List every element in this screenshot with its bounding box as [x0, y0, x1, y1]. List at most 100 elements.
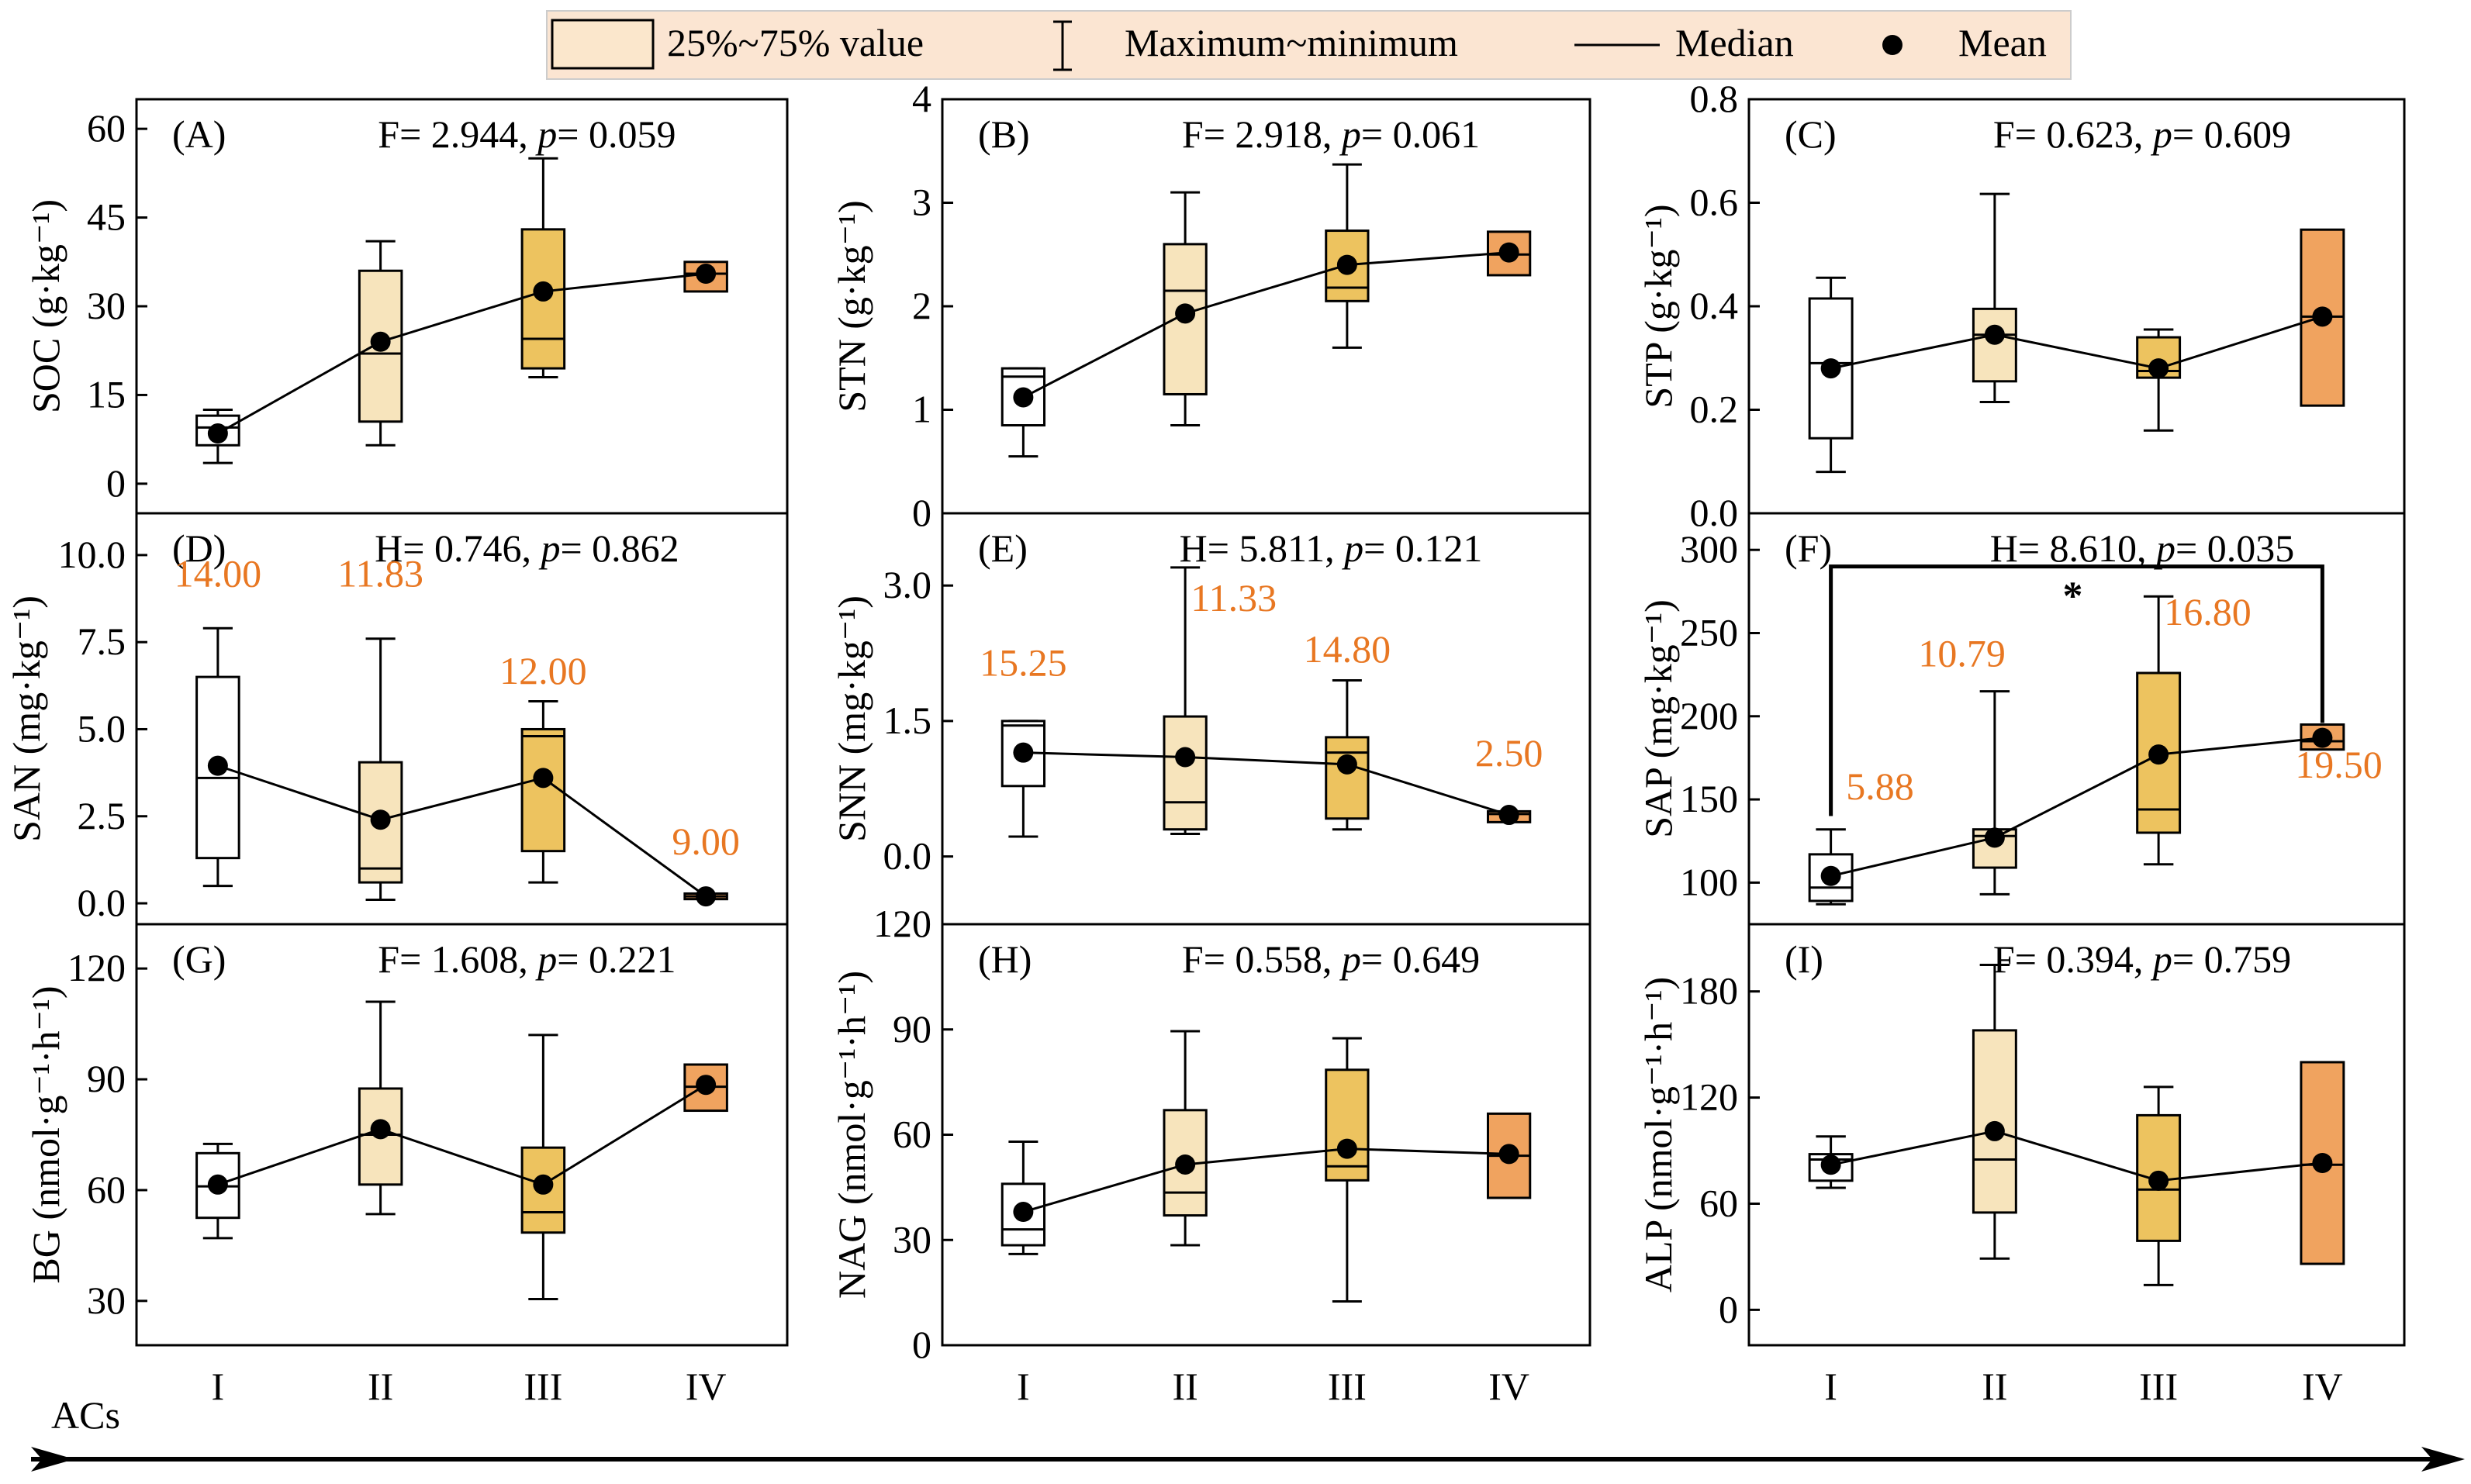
mean-point — [1820, 1154, 1841, 1175]
x-tick-label: I — [1017, 1365, 1030, 1408]
mean-point — [370, 809, 391, 830]
y-tick-label: 3 — [912, 181, 931, 224]
mean-point — [2148, 744, 2169, 765]
y-tick-label: 30 — [87, 1279, 126, 1322]
mean-point — [533, 1174, 554, 1195]
y-tick-label: 2 — [912, 284, 931, 327]
panel-label: (E) — [978, 526, 1028, 570]
panel-label: (H) — [978, 937, 1032, 981]
panel-C: 0.0 0.2 0.4 0.6 0.8 STP (g·kg⁻¹) (C) F= 0.623, … — [1636, 77, 2406, 534]
iqr-box — [1325, 1068, 1370, 1182]
y-tick-label: 1 — [912, 388, 931, 431]
stat-p: p — [535, 937, 557, 981]
box-I — [1000, 720, 1046, 838]
value-label: 16.80 — [2164, 590, 2252, 633]
mean-point — [1820, 865, 1841, 886]
y-tick-label: 0.2 — [1690, 388, 1739, 431]
y-tick-label: 180 — [1680, 969, 1738, 1013]
mean-point — [533, 281, 554, 302]
stat-p: p — [1339, 112, 1361, 156]
stat-p: p — [2154, 526, 2176, 570]
stat-suffix: = 0.061 — [1361, 112, 1480, 156]
x-tick-label: III — [524, 1365, 562, 1408]
panel-label: (F) — [1785, 526, 1832, 570]
value-label: 12.00 — [499, 649, 587, 692]
mean-line — [1830, 315, 2323, 370]
mean-point — [1984, 1120, 2005, 1141]
stat-text: F= 0.394, p= 0.759 — [1993, 937, 2291, 981]
y-tick-label: 3.0 — [883, 563, 932, 606]
mean-point — [1175, 747, 1196, 768]
y-tick-label: 0.0 — [1690, 491, 1739, 534]
mean-point — [207, 755, 228, 776]
stat-suffix: = 0.059 — [557, 112, 676, 156]
stat-p: p — [2151, 112, 2172, 156]
stat-text: F= 0.623, p= 0.609 — [1993, 112, 2291, 156]
x-tick-label: III — [1328, 1365, 1367, 1408]
mean-point — [207, 1174, 228, 1195]
y-tick-label: 250 — [1680, 610, 1738, 654]
significance-bracket: * — [1829, 564, 2324, 816]
arrow-head-right — [2421, 1447, 2465, 1472]
mean-point — [533, 768, 554, 789]
panel-frame — [135, 98, 789, 515]
y-tick-label: 2.5 — [78, 794, 126, 837]
value-label: 19.50 — [2295, 743, 2383, 786]
mean-point — [1984, 827, 2005, 848]
x-tick-label: IV — [1488, 1365, 1529, 1408]
legend-whisker-icon — [1053, 20, 1072, 71]
mean-line — [217, 272, 707, 435]
iqr-box — [1325, 736, 1370, 820]
legend-whisker-label: Maximum~minimum — [1125, 21, 1458, 64]
y-axis-label: SAP (mg·kg⁻¹) — [1636, 599, 1680, 838]
stat-prefix: F= 0.558, — [1182, 937, 1342, 981]
stat-text: H= 8.610, p= 0.035 — [1990, 526, 2295, 570]
y-axis-label: STP (g·kg⁻¹) — [1636, 204, 1680, 408]
stat-suffix: = 0.649 — [1361, 937, 1480, 981]
mean-point — [1984, 324, 2005, 345]
mean-line — [1022, 1148, 1509, 1213]
y-tick-label: 10.0 — [58, 533, 126, 576]
x-tick-label: IV — [2302, 1365, 2343, 1408]
mean-line — [1830, 737, 2323, 878]
y-tick-label: 0.0 — [883, 834, 932, 878]
stat-prefix: H= 5.811, — [1180, 526, 1344, 570]
legend-box-swatch — [551, 19, 655, 70]
legend-median-label: Median — [1675, 21, 1794, 64]
box-III — [520, 700, 566, 884]
box-III — [2136, 328, 2182, 432]
box-III — [1325, 678, 1370, 831]
mean-point — [370, 1119, 391, 1140]
y-tick-label: 200 — [1680, 694, 1738, 737]
mean-point — [1013, 387, 1034, 408]
iqr-box — [1163, 715, 1208, 831]
y-tick-label: 0 — [912, 1323, 931, 1366]
box-III — [520, 157, 566, 379]
y-tick-label: 30 — [87, 284, 126, 327]
value-label: 11.83 — [337, 551, 423, 595]
y-tick-label: 0 — [106, 461, 126, 505]
box-I — [1000, 367, 1046, 458]
panel-frame — [1747, 923, 2406, 1347]
stat-suffix: = 0.609 — [2172, 112, 2291, 156]
panel-label: (B) — [978, 112, 1030, 156]
mean-point — [2148, 1170, 2169, 1191]
mean-point — [1175, 1154, 1196, 1175]
y-tick-label: 45 — [87, 195, 126, 239]
iqr-box — [358, 761, 403, 884]
mean-point — [1498, 242, 1519, 263]
y-axis-label: NAG (nmol·g⁻¹·h⁻¹) — [830, 971, 873, 1299]
y-tick-label: 100 — [1680, 860, 1738, 903]
value-label: 14.80 — [1304, 627, 1391, 671]
box-II — [358, 637, 403, 902]
stat-prefix: F= 2.918, — [1182, 112, 1342, 156]
panel-label: (D) — [172, 526, 226, 570]
value-label: 11.33 — [1191, 576, 1277, 619]
mean-point — [1336, 254, 1357, 275]
stat-text: H= 0.746, p= 0.862 — [375, 526, 679, 570]
y-tick-label: 120 — [67, 946, 126, 989]
panel-label: (I) — [1785, 937, 1823, 981]
